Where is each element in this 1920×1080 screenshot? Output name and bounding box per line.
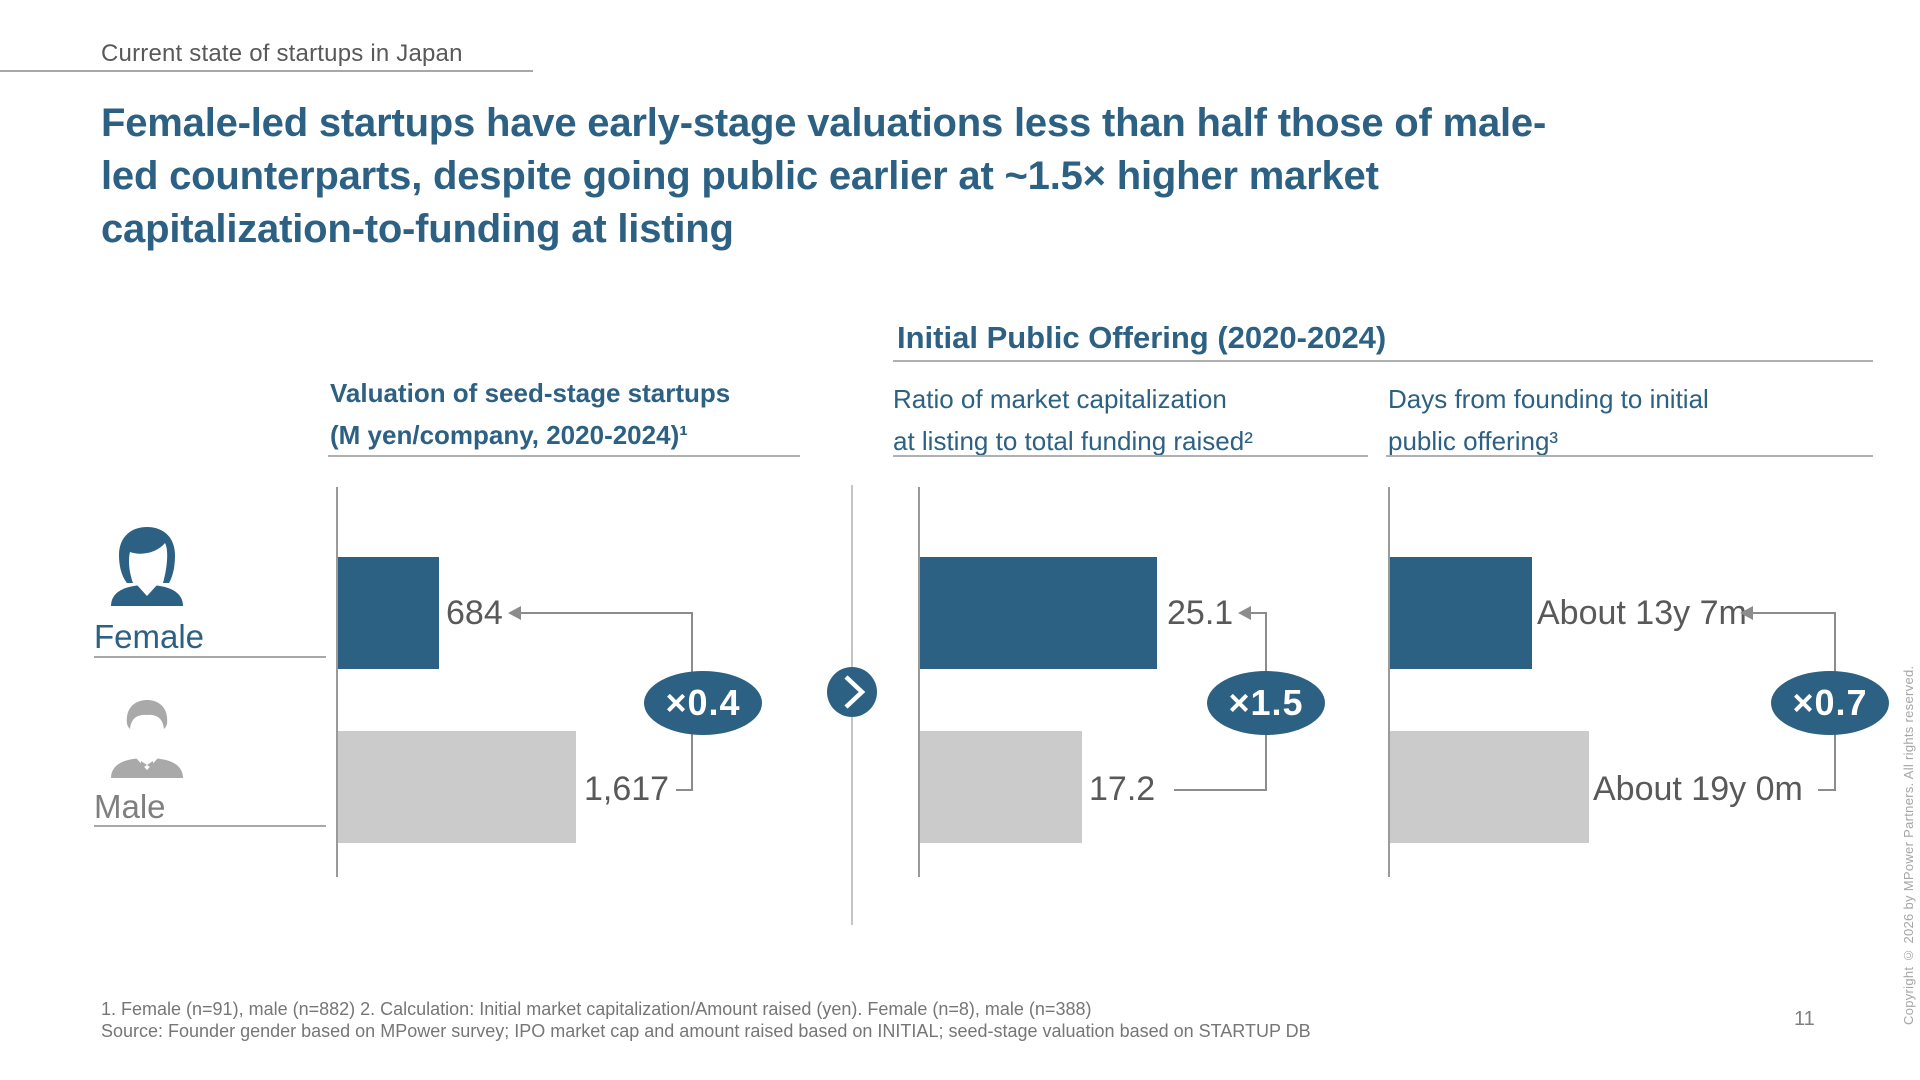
- chart3-male-value: About 19y 0m: [1593, 770, 1803, 808]
- chart-days-to-ipo: [1388, 487, 1848, 877]
- male-row-underline: [94, 825, 326, 827]
- row-label-female: Female: [94, 618, 205, 655]
- female-row-underline: [94, 656, 326, 658]
- ipo-header-underline: [893, 360, 1873, 362]
- chart2-axis: [918, 487, 920, 877]
- chart3-female-bar: [1390, 557, 1532, 669]
- chart2-header: Ratio of market capitalization at listin…: [893, 378, 1253, 462]
- row-label-male: Male: [94, 788, 166, 825]
- chart-mcap-ratio: [918, 487, 1378, 877]
- chart1-male-bar: [338, 731, 576, 843]
- page-number: 11: [1794, 1008, 1815, 1030]
- chart3-header-line2: public offering³: [1388, 426, 1559, 456]
- chart3-header: Days from founding to initial public off…: [1388, 378, 1709, 462]
- chart1-male-value: 1,617: [584, 770, 670, 808]
- chart1-axis: [336, 487, 338, 877]
- chart3-male-bar: [1390, 731, 1589, 843]
- chart2-male-bar: [920, 731, 1082, 843]
- chart3-header-underline: [1386, 455, 1873, 457]
- copyright-notice: Copyright © 2026 by MPower Partners. All…: [1901, 665, 1916, 1025]
- chart1-header-line2: (M yen/company, 2020-2024)¹: [330, 420, 688, 450]
- chart2-header-line1: Ratio of market capitalization: [893, 384, 1227, 414]
- male-person-icon: [111, 700, 183, 778]
- chart1-header-line1: Valuation of seed-stage startups: [330, 378, 731, 408]
- footnote: 1. Female (n=91), male (n=882) 2. Calcul…: [101, 999, 1092, 1019]
- multiplier-badge-days: ×0.7: [1771, 671, 1889, 735]
- chart1-header: Valuation of seed-stage startups (M yen/…: [330, 372, 730, 456]
- chart3-axis: [1388, 487, 1390, 877]
- source-note: Source: Founder gender based on MPower s…: [101, 1021, 1311, 1041]
- chart1-female-bar: [338, 557, 439, 669]
- kicker: Current state of startups in Japan: [101, 40, 463, 67]
- title-line-1: Female-led startups have early-stage val…: [101, 101, 1547, 145]
- chart3-header-line1: Days from founding to initial: [1388, 384, 1709, 414]
- chart1-female-value: 684: [446, 594, 503, 632]
- multiplier-badge-valuation: ×0.4: [644, 671, 762, 735]
- title-line-2: led counterparts, despite going public e…: [101, 154, 1379, 198]
- ipo-group-header: Initial Public Offering (2020-2024): [897, 320, 1387, 355]
- kicker-underline: [0, 70, 533, 72]
- chart1-header-underline: [328, 455, 800, 457]
- chevron-right-icon: [827, 667, 877, 717]
- title-line-3: capitalization-to-funding at listing: [101, 207, 734, 251]
- chart2-female-bar: [920, 557, 1157, 669]
- chart3-female-value: About 13y 7m: [1537, 594, 1747, 632]
- multiplier-badge-mcap: ×1.5: [1207, 671, 1325, 735]
- chart2-header-line2: at listing to total funding raised²: [893, 426, 1253, 456]
- chart2-male-value: 17.2: [1089, 770, 1156, 808]
- chart2-female-value: 25.1: [1167, 594, 1234, 632]
- chart2-header-underline: [893, 455, 1368, 457]
- page-title: Female-led startups have early-stage val…: [101, 97, 1546, 256]
- female-person-icon: [111, 527, 183, 606]
